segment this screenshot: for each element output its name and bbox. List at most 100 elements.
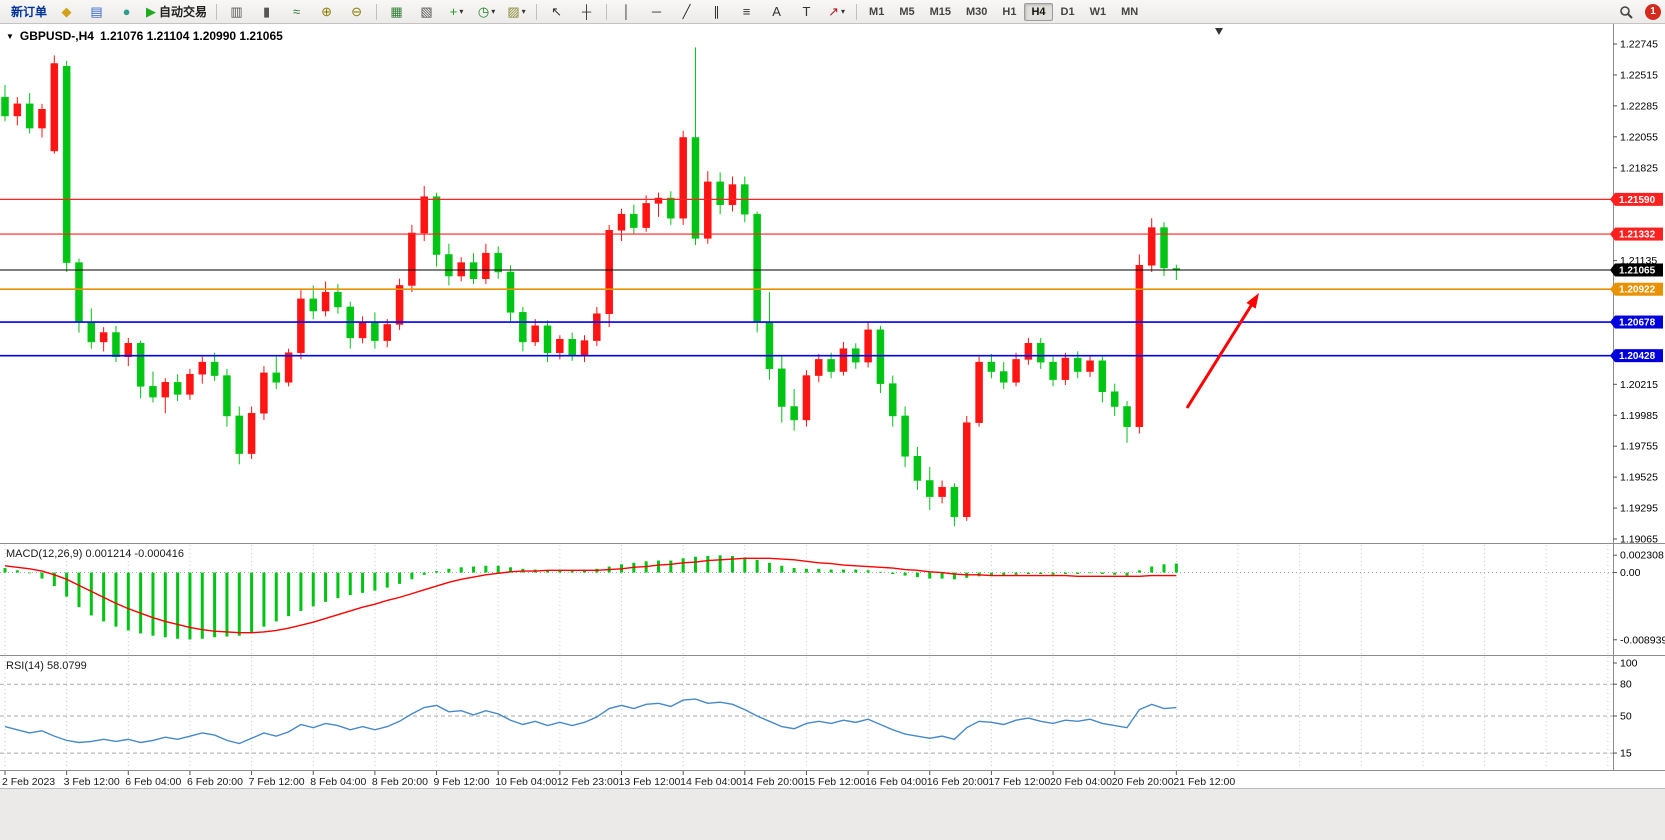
chart-region[interactable]: 1.22745 1.22515 1.22285 1.22055 1.21825 1.211… xyxy=(0,24,1665,788)
tf-m5[interactable]: M5 xyxy=(899,5,915,18)
macd-panel: 0.002308 0.00 -0.008939 xyxy=(3,550,1665,646)
svg-text:15: 15 xyxy=(1620,748,1632,760)
svg-text:1.22055: 1.22055 xyxy=(1620,131,1658,143)
svg-text:1.20428: 1.20428 xyxy=(1619,351,1656,362)
text-icon[interactable]: A xyxy=(772,4,781,19)
svg-text:16 Feb 04:00: 16 Feb 04:00 xyxy=(865,776,927,788)
chart-title: ▼ GBPUSD-,H4 1.21076 1.21104 1.20990 1.2… xyxy=(6,29,283,43)
tf-m1[interactable]: M1 xyxy=(869,5,885,18)
window-bottom-strip xyxy=(0,788,1665,840)
svg-text:13 Feb 12:00: 13 Feb 12:00 xyxy=(619,776,681,788)
svg-text:1.19985: 1.19985 xyxy=(1620,410,1658,422)
panel-separators[interactable] xyxy=(0,24,1665,771)
tf-m30[interactable]: M30 xyxy=(966,5,988,18)
new-order-button[interactable]: 新订单 xyxy=(11,5,48,19)
svg-text:1.22285: 1.22285 xyxy=(1620,100,1658,112)
level-price-badge: 1.20428 xyxy=(1610,349,1663,363)
templates-icon[interactable]: ▨ ▾ xyxy=(507,4,526,19)
toolbar: 新订单 ◆ ▤ ● ▶ 自动交易 ▥ ▮ ≈ ⊕ ⊖ ▦ ▧ + ▾ ◷ ▾ ▨ ▾ ↖ ┼ │ ─ ╱ ∥ ≡ A T ↗ ▾ M1 M5 M… xyxy=(0,0,1665,24)
svg-text:7 Feb 12:00: 7 Feb 12:00 xyxy=(249,776,305,788)
svg-text:9 Feb 12:00: 9 Feb 12:00 xyxy=(434,776,490,788)
tf-mn[interactable]: MN xyxy=(1121,5,1139,18)
svg-text:-0.008939: -0.008939 xyxy=(1620,634,1665,646)
svg-text:80: 80 xyxy=(1620,679,1632,691)
svg-text:1.20215: 1.20215 xyxy=(1620,379,1658,391)
svg-text:0.002308: 0.002308 xyxy=(1620,550,1664,562)
arrange-windows-icon[interactable]: ▧ xyxy=(420,4,433,19)
svg-text:8 Feb 04:00: 8 Feb 04:00 xyxy=(310,776,366,788)
tf-h1[interactable]: H1 xyxy=(1002,5,1017,18)
svg-text:1.19525: 1.19525 xyxy=(1620,472,1658,484)
search-icon[interactable] xyxy=(1611,1,1640,23)
tf-m15[interactable]: M15 xyxy=(929,5,951,18)
zoom-out-icon[interactable]: ⊖ xyxy=(351,4,362,19)
line-chart-mode-icon[interactable]: ≈ xyxy=(292,4,301,19)
svg-text:0.00: 0.00 xyxy=(1620,567,1641,579)
trendline-icon[interactable]: ╱ xyxy=(682,4,691,19)
current-price-badge: 1.21065 xyxy=(1610,263,1663,277)
vertical-line-icon[interactable]: │ xyxy=(622,4,631,19)
label-icon[interactable]: T xyxy=(802,4,811,19)
price-axis[interactable]: 1.227451.225151.222851.220551.218251.211… xyxy=(1610,39,1663,546)
svg-text:21 Feb 12:00: 21 Feb 12:00 xyxy=(1173,776,1235,788)
rsi-indicator-label: RSI(14) 58.0799 xyxy=(6,660,87,672)
svg-text:1.21825: 1.21825 xyxy=(1620,162,1658,174)
channel-icon[interactable]: ∥ xyxy=(713,4,720,19)
cursor-icon[interactable]: ↖ xyxy=(551,4,562,19)
svg-text:1.19755: 1.19755 xyxy=(1620,441,1658,453)
horizontal-level-lines[interactable] xyxy=(0,198,1613,357)
tf-d1[interactable]: D1 xyxy=(1060,5,1075,18)
svg-text:6 Feb 04:00: 6 Feb 04:00 xyxy=(125,776,181,788)
svg-text:20 Feb 04:00: 20 Feb 04:00 xyxy=(1050,776,1112,788)
svg-text:20 Feb 20:00: 20 Feb 20:00 xyxy=(1112,776,1174,788)
chart-symbol-period: GBPUSD-,H4 xyxy=(19,29,94,43)
svg-text:1.20922: 1.20922 xyxy=(1619,285,1656,296)
macd-indicator-label: MACD(12,26,9) 0.001214 -0.000416 xyxy=(6,548,184,560)
svg-text:1.21065: 1.21065 xyxy=(1619,265,1656,276)
market-watch-icon[interactable]: ◆ xyxy=(61,4,72,19)
svg-text:17 Feb 12:00: 17 Feb 12:00 xyxy=(988,776,1050,788)
level-price-badge: 1.21590 xyxy=(1610,192,1663,206)
svg-text:2 Feb 2023: 2 Feb 2023 xyxy=(2,776,55,788)
toolbar-separator-5 xyxy=(856,3,858,20)
periods-icon[interactable]: ◷ ▾ xyxy=(477,4,496,19)
svg-text:14 Feb 04:00: 14 Feb 04:00 xyxy=(680,776,742,788)
crosshair-icon[interactable]: ┼ xyxy=(581,4,592,19)
navigator-icon[interactable]: ● xyxy=(122,4,131,19)
tf-h4[interactable]: H4 xyxy=(1024,2,1053,21)
chart-canvas[interactable]: 1.227451.225151.222851.220551.218251.211… xyxy=(0,24,1665,788)
candlestick-mode-icon[interactable]: ▮ xyxy=(262,4,271,19)
level-price-badge: 1.20678 xyxy=(1610,315,1663,329)
time-axis[interactable]: 2 Feb 2023 3 Feb 12:00 6 Feb 04:00 6 Feb 20… xyxy=(2,771,1235,788)
fibonacci-icon[interactable]: ≡ xyxy=(742,4,751,19)
level-price-badge: 1.20922 xyxy=(1610,282,1663,296)
tf-w1[interactable]: W1 xyxy=(1089,5,1107,18)
symbol-dropdown-icon[interactable]: ▼ xyxy=(6,31,14,41)
svg-text:15 Feb 12:00: 15 Feb 12:00 xyxy=(803,776,865,788)
chart-shift-marker-icon[interactable] xyxy=(1215,28,1223,35)
tile-windows-icon[interactable]: ▦ xyxy=(390,4,403,19)
svg-text:16 Feb 20:00: 16 Feb 20:00 xyxy=(927,776,989,788)
svg-text:12 Feb 23:00: 12 Feb 23:00 xyxy=(557,776,619,788)
toolbar-separator-1 xyxy=(216,3,218,20)
svg-text:50: 50 xyxy=(1620,711,1632,723)
trend-arrow-annotation[interactable] xyxy=(1185,293,1259,409)
autotrading-button[interactable]: ▶ 自动交易 xyxy=(146,4,208,19)
zoom-in-icon[interactable]: ⊕ xyxy=(321,4,332,19)
svg-text:100: 100 xyxy=(1620,658,1638,670)
svg-text:10 Feb 04:00: 10 Feb 04:00 xyxy=(495,776,557,788)
notification-badge[interactable]: 1 xyxy=(1645,3,1661,20)
bar-chart-mode-icon[interactable]: ▥ xyxy=(230,4,243,19)
svg-text:1.22745: 1.22745 xyxy=(1620,39,1658,51)
indicators-icon[interactable]: + ▾ xyxy=(449,4,464,19)
data-window-icon[interactable]: ▤ xyxy=(90,4,103,19)
arrows-icon[interactable]: ↗ ▾ xyxy=(828,4,845,19)
svg-text:1.20678: 1.20678 xyxy=(1619,318,1656,329)
rsi-panel: 100 80 50 15 xyxy=(4,658,1638,760)
level-price-badge: 1.21332 xyxy=(1610,227,1663,241)
svg-text:1.22515: 1.22515 xyxy=(1620,69,1658,81)
chart-ohlc-values: 1.21076 1.21104 1.20990 1.21065 xyxy=(99,29,283,43)
svg-text:1.19065: 1.19065 xyxy=(1620,534,1658,546)
svg-text:14 Feb 20:00: 14 Feb 20:00 xyxy=(742,776,804,788)
horizontal-line-icon[interactable]: ─ xyxy=(651,4,662,19)
